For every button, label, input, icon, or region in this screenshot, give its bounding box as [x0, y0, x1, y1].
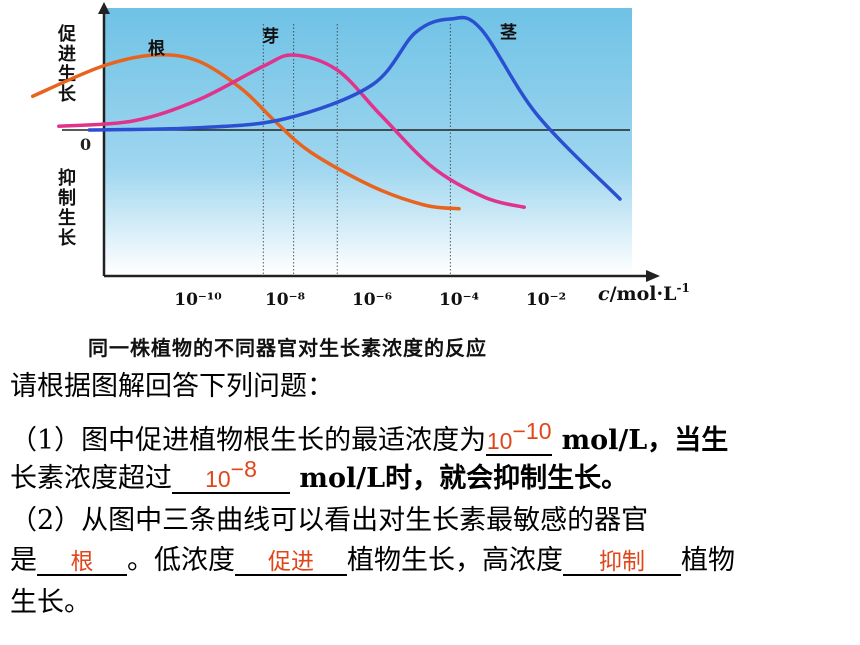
q1-text-b: mol/L，当生 — [552, 425, 729, 456]
q2-answer-2: 促进 — [235, 547, 347, 576]
zero-label: 0 — [80, 135, 91, 154]
q2-text-e: 植物 — [681, 545, 735, 576]
question-2-line-3: 生长。 — [10, 587, 91, 618]
y-label-char: 制 — [58, 188, 76, 209]
y-label-char: 长 — [58, 228, 77, 249]
question-1-line-1: （1）图中促进植物根生长的最适浓度为10−10 mol/L，当生 — [10, 418, 728, 457]
x-axis-label: c/mol·L-1 — [598, 281, 690, 305]
x-tick-label: 10⁻⁴ — [439, 290, 479, 310]
q1-answer-1: 10−10 — [486, 418, 553, 456]
curve-茎 — [87, 15, 622, 201]
q1-text-c: 长素浓度超过 — [10, 463, 172, 494]
q1-text-d: mol/L时，就会抑制生长。 — [290, 463, 629, 494]
curve-根 — [30, 53, 461, 211]
y-label-char: 生 — [58, 207, 76, 229]
curve-label: 茎 — [500, 23, 517, 43]
x-tick-label: 10⁻² — [526, 290, 566, 310]
x-tick-label: 10⁻¹⁰ — [174, 290, 222, 310]
y-label-char: 长 — [58, 84, 77, 105]
y-label-inhibit: 抑制生长 — [58, 168, 77, 249]
chart-caption: 同一株植物的不同器官对生长素浓度的反应 — [88, 336, 487, 360]
y-axis-arrow — [98, 2, 110, 14]
q2-answer-1: 根 — [37, 547, 127, 576]
curve-label: 根 — [148, 38, 165, 59]
q2-text-d: 植物生长，高浓度 — [347, 545, 563, 576]
intro-text: 请根据图解回答下列问题： — [10, 371, 334, 402]
x-tick-labels: 10⁻¹⁰ 10⁻⁸ 10⁻⁶ 10⁻⁴ 10⁻² — [174, 290, 566, 310]
chart-background — [104, 8, 632, 274]
curve-labels: 根芽茎 — [148, 23, 517, 59]
y-label-char: 抑 — [58, 168, 76, 189]
q1-answer-2: 10−8 — [172, 458, 290, 494]
x-axis-arrow — [646, 270, 660, 282]
question-2-line-2: 是根。低浓度 促进 植物生长，高浓度 抑制 植物 — [10, 538, 735, 577]
q1-text-a: （1）图中促进植物根生长的最适浓度为 — [10, 425, 487, 456]
q2-text-b: 是 — [10, 545, 37, 576]
q2-answer-3: 抑制 — [563, 547, 681, 576]
x-tick-label: 10⁻⁸ — [265, 290, 305, 310]
y-label-char: 进 — [58, 44, 76, 65]
curve-label: 芽 — [262, 26, 279, 47]
curves — [30, 15, 622, 211]
q2-text-c: 。低浓度 — [127, 545, 235, 576]
question-2-line-1: （2）从图中三条曲线可以看出对生长素最敏感的器官 — [10, 505, 649, 536]
curve-芽 — [57, 53, 526, 209]
x-tick-label: 10⁻⁶ — [352, 290, 392, 310]
auxin-response-chart: 0 促进生长 抑制生长 根芽茎 10⁻¹⁰ 10⁻⁸ 10⁻⁶ 10⁻⁴ 10⁻² c/… — [30, 2, 690, 310]
y-label-char: 促 — [57, 23, 77, 45]
question-1-line-2: 长素浓度超过 10−8 mol/L时，就会抑制生长。 — [10, 456, 628, 495]
